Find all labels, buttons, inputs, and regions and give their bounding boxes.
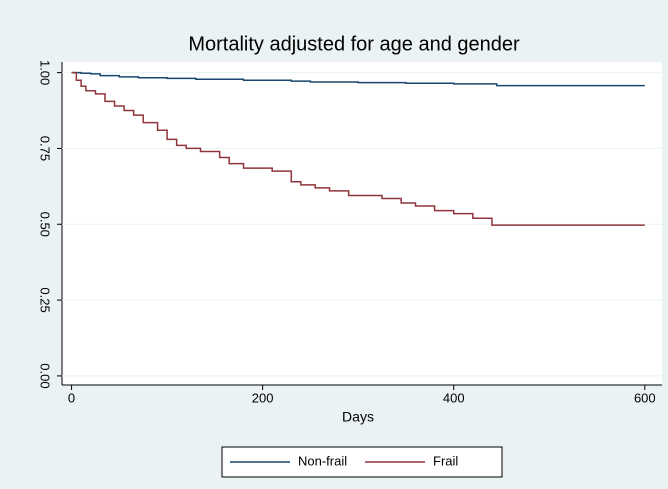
y-tick-label: 0.50: [38, 212, 53, 237]
y-tick-label: 0.00: [38, 363, 53, 388]
y-tick-label: 0.75: [38, 136, 53, 161]
survival-line: [71, 71, 645, 226]
x-axis-label: Days: [342, 409, 374, 425]
x-tick-label: 200: [252, 390, 274, 405]
x-tick-label: 600: [634, 390, 656, 405]
y-tick-label: 1.00: [38, 60, 53, 85]
plot-area: [62, 62, 662, 385]
y-tick-label: 0.25: [38, 287, 53, 312]
legend-label: Frail: [433, 453, 458, 468]
chart-title: Mortality adjusted for age and gender: [188, 33, 520, 55]
legend-label: Non-frail: [298, 453, 347, 468]
x-tick-label: 400: [443, 390, 465, 405]
x-tick-label: 0: [68, 390, 75, 405]
survival-line: [71, 71, 645, 87]
